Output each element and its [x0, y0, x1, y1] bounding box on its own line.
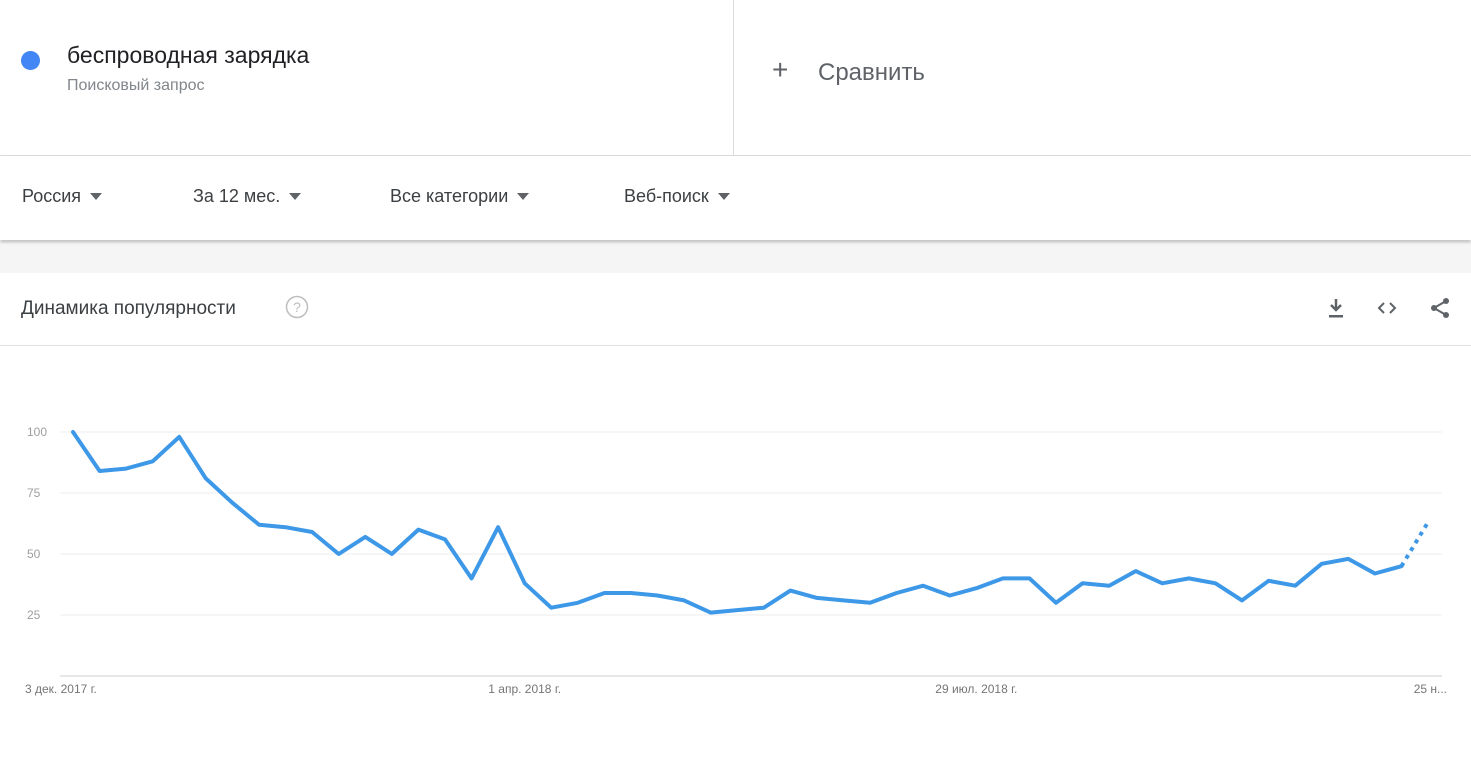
y-tick-label: 100 — [27, 425, 47, 439]
caret-down-icon — [717, 193, 730, 200]
filters-bar: Россия За 12 мес. Все категории Веб-поис… — [0, 156, 1471, 240]
help-icon[interactable]: ? — [285, 295, 309, 319]
filter-search-type-label: Веб-поиск — [624, 186, 709, 206]
filter-search-type[interactable]: Веб-поиск — [624, 186, 730, 207]
compare-label: Сравнить — [818, 59, 925, 86]
y-tick-label: 25 — [27, 608, 41, 622]
filter-time-range-label: За 12 мес. — [193, 186, 281, 206]
x-tick-label: 25 н... — [1414, 682, 1447, 696]
x-tick-label: 3 дек. 2017 г. — [25, 682, 97, 696]
card-title: Динамика популярности — [21, 298, 236, 319]
term-color-dot — [21, 51, 40, 70]
caret-down-icon — [289, 193, 302, 200]
filter-time-range[interactable]: За 12 мес. — [193, 186, 302, 207]
filter-category[interactable]: Все категории — [390, 186, 530, 207]
y-tick-label: 50 — [27, 547, 41, 561]
section-divider — [0, 241, 1471, 273]
plus-icon: + — [772, 54, 789, 85]
svg-text:?: ? — [293, 299, 301, 315]
x-tick-label: 1 апр. 2018 г. — [488, 682, 561, 696]
term-card[interactable]: беспроводная зарядка Поисковый запрос — [0, 0, 734, 155]
trend-line — [71, 430, 1404, 615]
term-name[interactable]: беспроводная зарядка — [67, 42, 310, 68]
compare-button[interactable]: + Сравнить — [734, 0, 1471, 155]
filter-region-label: Россия — [22, 186, 82, 206]
term-type: Поисковый запрос — [67, 77, 205, 94]
search-terms-bar: беспроводная зарядка Поисковый запрос + … — [0, 0, 1471, 156]
caret-down-icon — [517, 193, 530, 200]
interest-line-chart: 100 75 50 25 3 дек. 2017 г. 1 апр. 2018 г. 29 … — [25, 425, 1447, 696]
y-tick-label: 75 — [27, 486, 41, 500]
filter-category-label: Все категории — [390, 186, 509, 206]
caret-down-icon — [90, 193, 103, 200]
interest-over-time-card: Динамика популярности ? 100 75 50 25 3 дек. … — [0, 273, 1471, 768]
x-tick-label: 29 июл. 2018 г. — [935, 682, 1017, 696]
embed-icon[interactable] — [1374, 295, 1400, 321]
download-icon[interactable] — [1323, 295, 1349, 321]
partial-data-segment — [1399, 521, 1430, 568]
filter-region[interactable]: Россия — [22, 186, 103, 207]
card-header: Динамика популярности ? — [0, 273, 1471, 346]
share-icon[interactable] — [1427, 295, 1453, 321]
